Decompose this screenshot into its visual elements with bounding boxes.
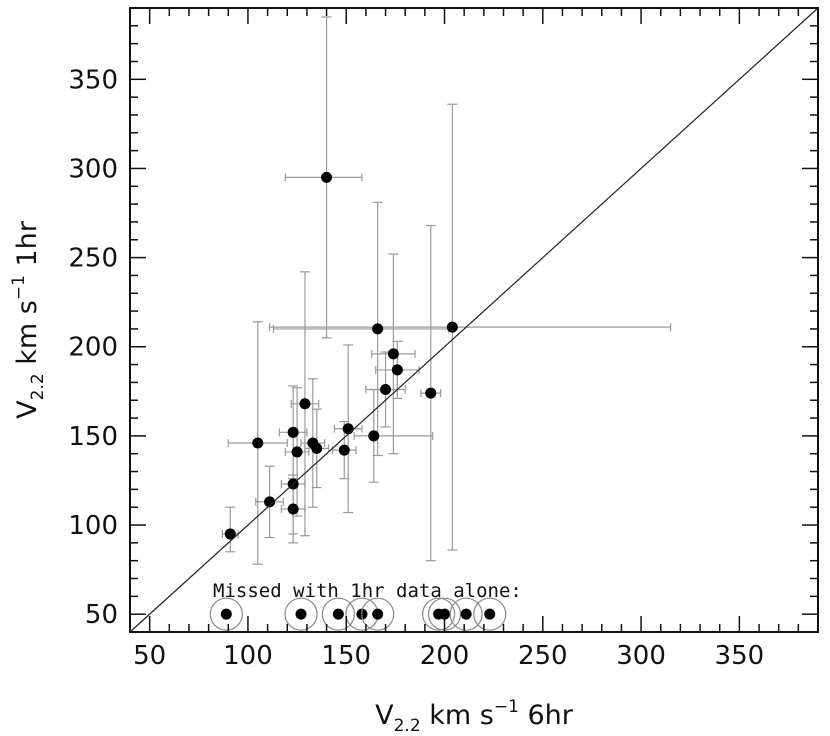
data-point: [291, 446, 303, 458]
data-point: [224, 528, 236, 540]
data-point: [311, 442, 323, 454]
missed-point-ring: [209, 597, 243, 631]
data-point: [425, 387, 437, 399]
label-suffix: 1hr: [12, 220, 43, 275]
error-bar: [272, 201, 450, 457]
y-tick-label: 50: [85, 600, 118, 630]
error-bar: [268, 103, 672, 551]
data-point: [252, 437, 264, 449]
missed-point-ring: [284, 597, 318, 631]
data-point: [380, 384, 392, 396]
missed-point-ring: [321, 597, 355, 631]
x-tick-label: 250: [518, 641, 568, 671]
y-tick-label: 200: [68, 333, 118, 363]
x-tick-label: 50: [133, 641, 166, 671]
missed-point-ring: [361, 597, 395, 631]
y-tick-label: 250: [68, 244, 118, 274]
plot-frame: [129, 7, 819, 633]
x-axis-label: V2.2 km s−1 6hr: [375, 697, 574, 736]
y-tick-label: 100: [68, 511, 118, 541]
label-units: km s: [421, 700, 494, 731]
missed-point: [332, 608, 344, 620]
label-base: V: [12, 400, 43, 419]
missed-point-ring: [449, 597, 483, 631]
missed-point: [484, 608, 496, 620]
x-tick-label: 300: [616, 641, 666, 671]
label-subscript: 2.2: [394, 716, 421, 736]
data-point: [287, 503, 299, 515]
label-base: V: [375, 700, 394, 731]
data-point: [287, 426, 299, 438]
missed-point: [295, 608, 307, 620]
data-point: [299, 398, 311, 410]
data-point: [391, 364, 403, 376]
label-superscript: −1: [494, 697, 519, 717]
data-point: [321, 171, 333, 183]
missed-annotation: Missed with 1hr data alone:: [213, 580, 522, 602]
data-point: [368, 430, 380, 442]
data-point: [264, 496, 276, 508]
data-point: [387, 348, 399, 360]
label-suffix: 6hr: [519, 700, 574, 731]
missed-point: [460, 608, 472, 620]
missed-point-ring: [473, 597, 507, 631]
y-tick-label: 350: [68, 65, 118, 95]
data-point: [342, 423, 354, 435]
y-tick-label: 150: [68, 422, 118, 452]
data-point: [372, 323, 384, 335]
x-tick-label: 200: [420, 641, 470, 671]
y-tick-label: 300: [68, 154, 118, 184]
data-point: [338, 444, 350, 456]
x-tick-label: 150: [321, 641, 371, 671]
x-tick-label: 350: [715, 641, 765, 671]
y-axis-label: V2.2 km s−1 1hr: [9, 220, 48, 419]
missed-point: [372, 608, 384, 620]
label-units: km s: [12, 300, 43, 373]
x-tick-label: 100: [223, 641, 273, 671]
missed-point: [439, 608, 451, 620]
label-superscript: −1: [9, 275, 29, 300]
label-subscript: 2.2: [28, 373, 48, 400]
data-point: [446, 321, 458, 333]
missed-point-ring: [422, 597, 456, 631]
missed-point: [220, 608, 232, 620]
one-to-one-line: [129, 7, 819, 633]
